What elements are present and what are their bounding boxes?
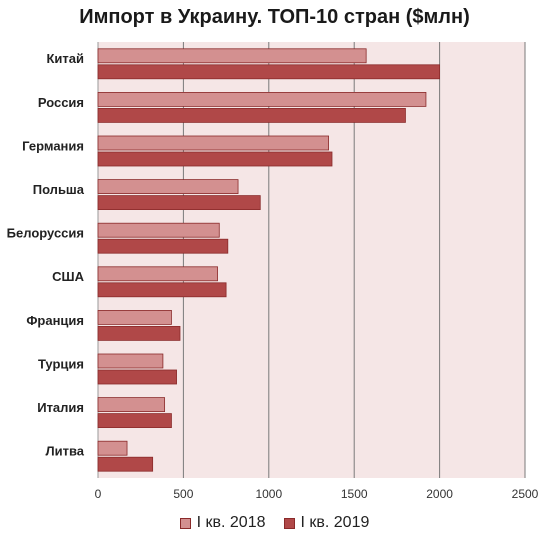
legend: I кв. 2018 I кв. 2019 [0,514,549,532]
category-label: Турция [38,356,84,371]
category-label: Белоруссия [7,226,84,241]
x-tick-label: 2000 [426,487,453,501]
legend-label: I кв. 2018 [196,514,266,531]
bar [97,353,164,369]
legend-item: I кв. 2019 [283,514,370,532]
bar [97,48,367,64]
legend-label: I кв. 2019 [300,514,370,531]
bar [97,195,261,211]
x-tick-label: 1500 [341,487,368,501]
plot-area [97,42,526,478]
bar [97,135,329,151]
bar [97,369,177,385]
category-label: Польша [33,182,85,197]
bar [97,108,406,123]
legend-swatch [179,517,191,529]
category-labels: Китай Россия Германия Польша Белоруссия США Фр… [7,51,85,458]
x-tick-label: 0 [95,487,102,501]
bar [97,397,166,413]
bar [97,282,227,298]
x-tick-label: 1000 [255,487,282,501]
x-tick-label: 500 [173,487,193,501]
plot-background [98,42,525,478]
bar [97,413,172,429]
bar [97,238,229,254]
bar [97,222,220,238]
bar [97,266,218,282]
bar [97,92,427,107]
x-tick-label: 2500 [512,487,539,501]
category-label: Италия [37,400,84,415]
bar [97,325,181,341]
x-tick-labels: 0 500 1000 1500 2000 2500 [95,487,539,501]
bar [97,456,154,472]
category-label: Литва [45,444,84,459]
bar [97,151,333,167]
legend-swatch [283,517,295,529]
bar [97,179,239,195]
bar [97,309,172,325]
category-label: США [52,269,84,284]
chart-title: Импорт в Украину. ТОП-10 стран ($млн) [79,6,470,28]
bar [97,64,441,80]
category-label: Китай [46,51,84,66]
category-label: Россия [38,95,84,110]
legend-item: I кв. 2018 [179,514,266,532]
category-label: Франция [26,313,84,328]
category-label: Германия [22,138,84,153]
bar [97,440,128,456]
